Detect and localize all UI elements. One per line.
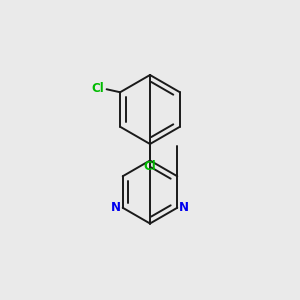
Text: N: N (179, 201, 189, 214)
Text: Cl: Cl (91, 82, 104, 95)
Text: N: N (111, 201, 121, 214)
Text: Cl: Cl (144, 160, 156, 173)
